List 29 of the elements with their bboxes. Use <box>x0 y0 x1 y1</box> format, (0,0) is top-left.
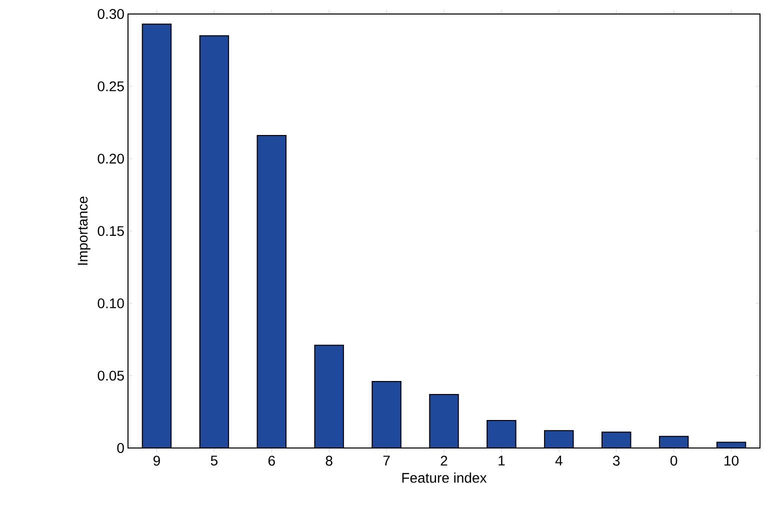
y-tick-label: 0.20 <box>98 154 124 164</box>
x-tick-label: 5 <box>210 456 218 466</box>
bar <box>544 430 574 448</box>
x-tick-label: 2 <box>440 456 448 466</box>
bar <box>199 35 230 448</box>
x-tick-label: 6 <box>268 456 275 466</box>
x-tick-label: 3 <box>613 456 620 466</box>
bar <box>486 420 516 448</box>
x-tick-label: 1 <box>498 456 505 466</box>
x-tick-label: 8 <box>326 456 332 466</box>
y-tick-label: 0.30 <box>98 9 124 19</box>
bar <box>256 135 287 448</box>
x-tick-label: 0 <box>670 456 678 466</box>
bar <box>372 380 402 448</box>
y-tick-label: 0.05 <box>98 370 124 381</box>
x-tick-label: 7 <box>383 456 390 466</box>
y-axis-title: Importance <box>78 196 90 265</box>
bar <box>142 24 172 448</box>
y-tick-label: 0.25 <box>98 81 124 92</box>
x-tick-label: 10 <box>724 456 739 466</box>
x-axis-title: Feature index <box>402 472 487 483</box>
x-tick-label: 9 <box>153 456 160 466</box>
bar <box>602 432 632 448</box>
y-tick-label: 0.10 <box>98 298 124 308</box>
bar <box>429 394 459 448</box>
x-tick-label: 4 <box>555 456 562 466</box>
y-tick-label: 0 <box>117 443 124 453</box>
y-tick-label: 0.15 <box>98 226 124 236</box>
bar <box>314 344 344 448</box>
